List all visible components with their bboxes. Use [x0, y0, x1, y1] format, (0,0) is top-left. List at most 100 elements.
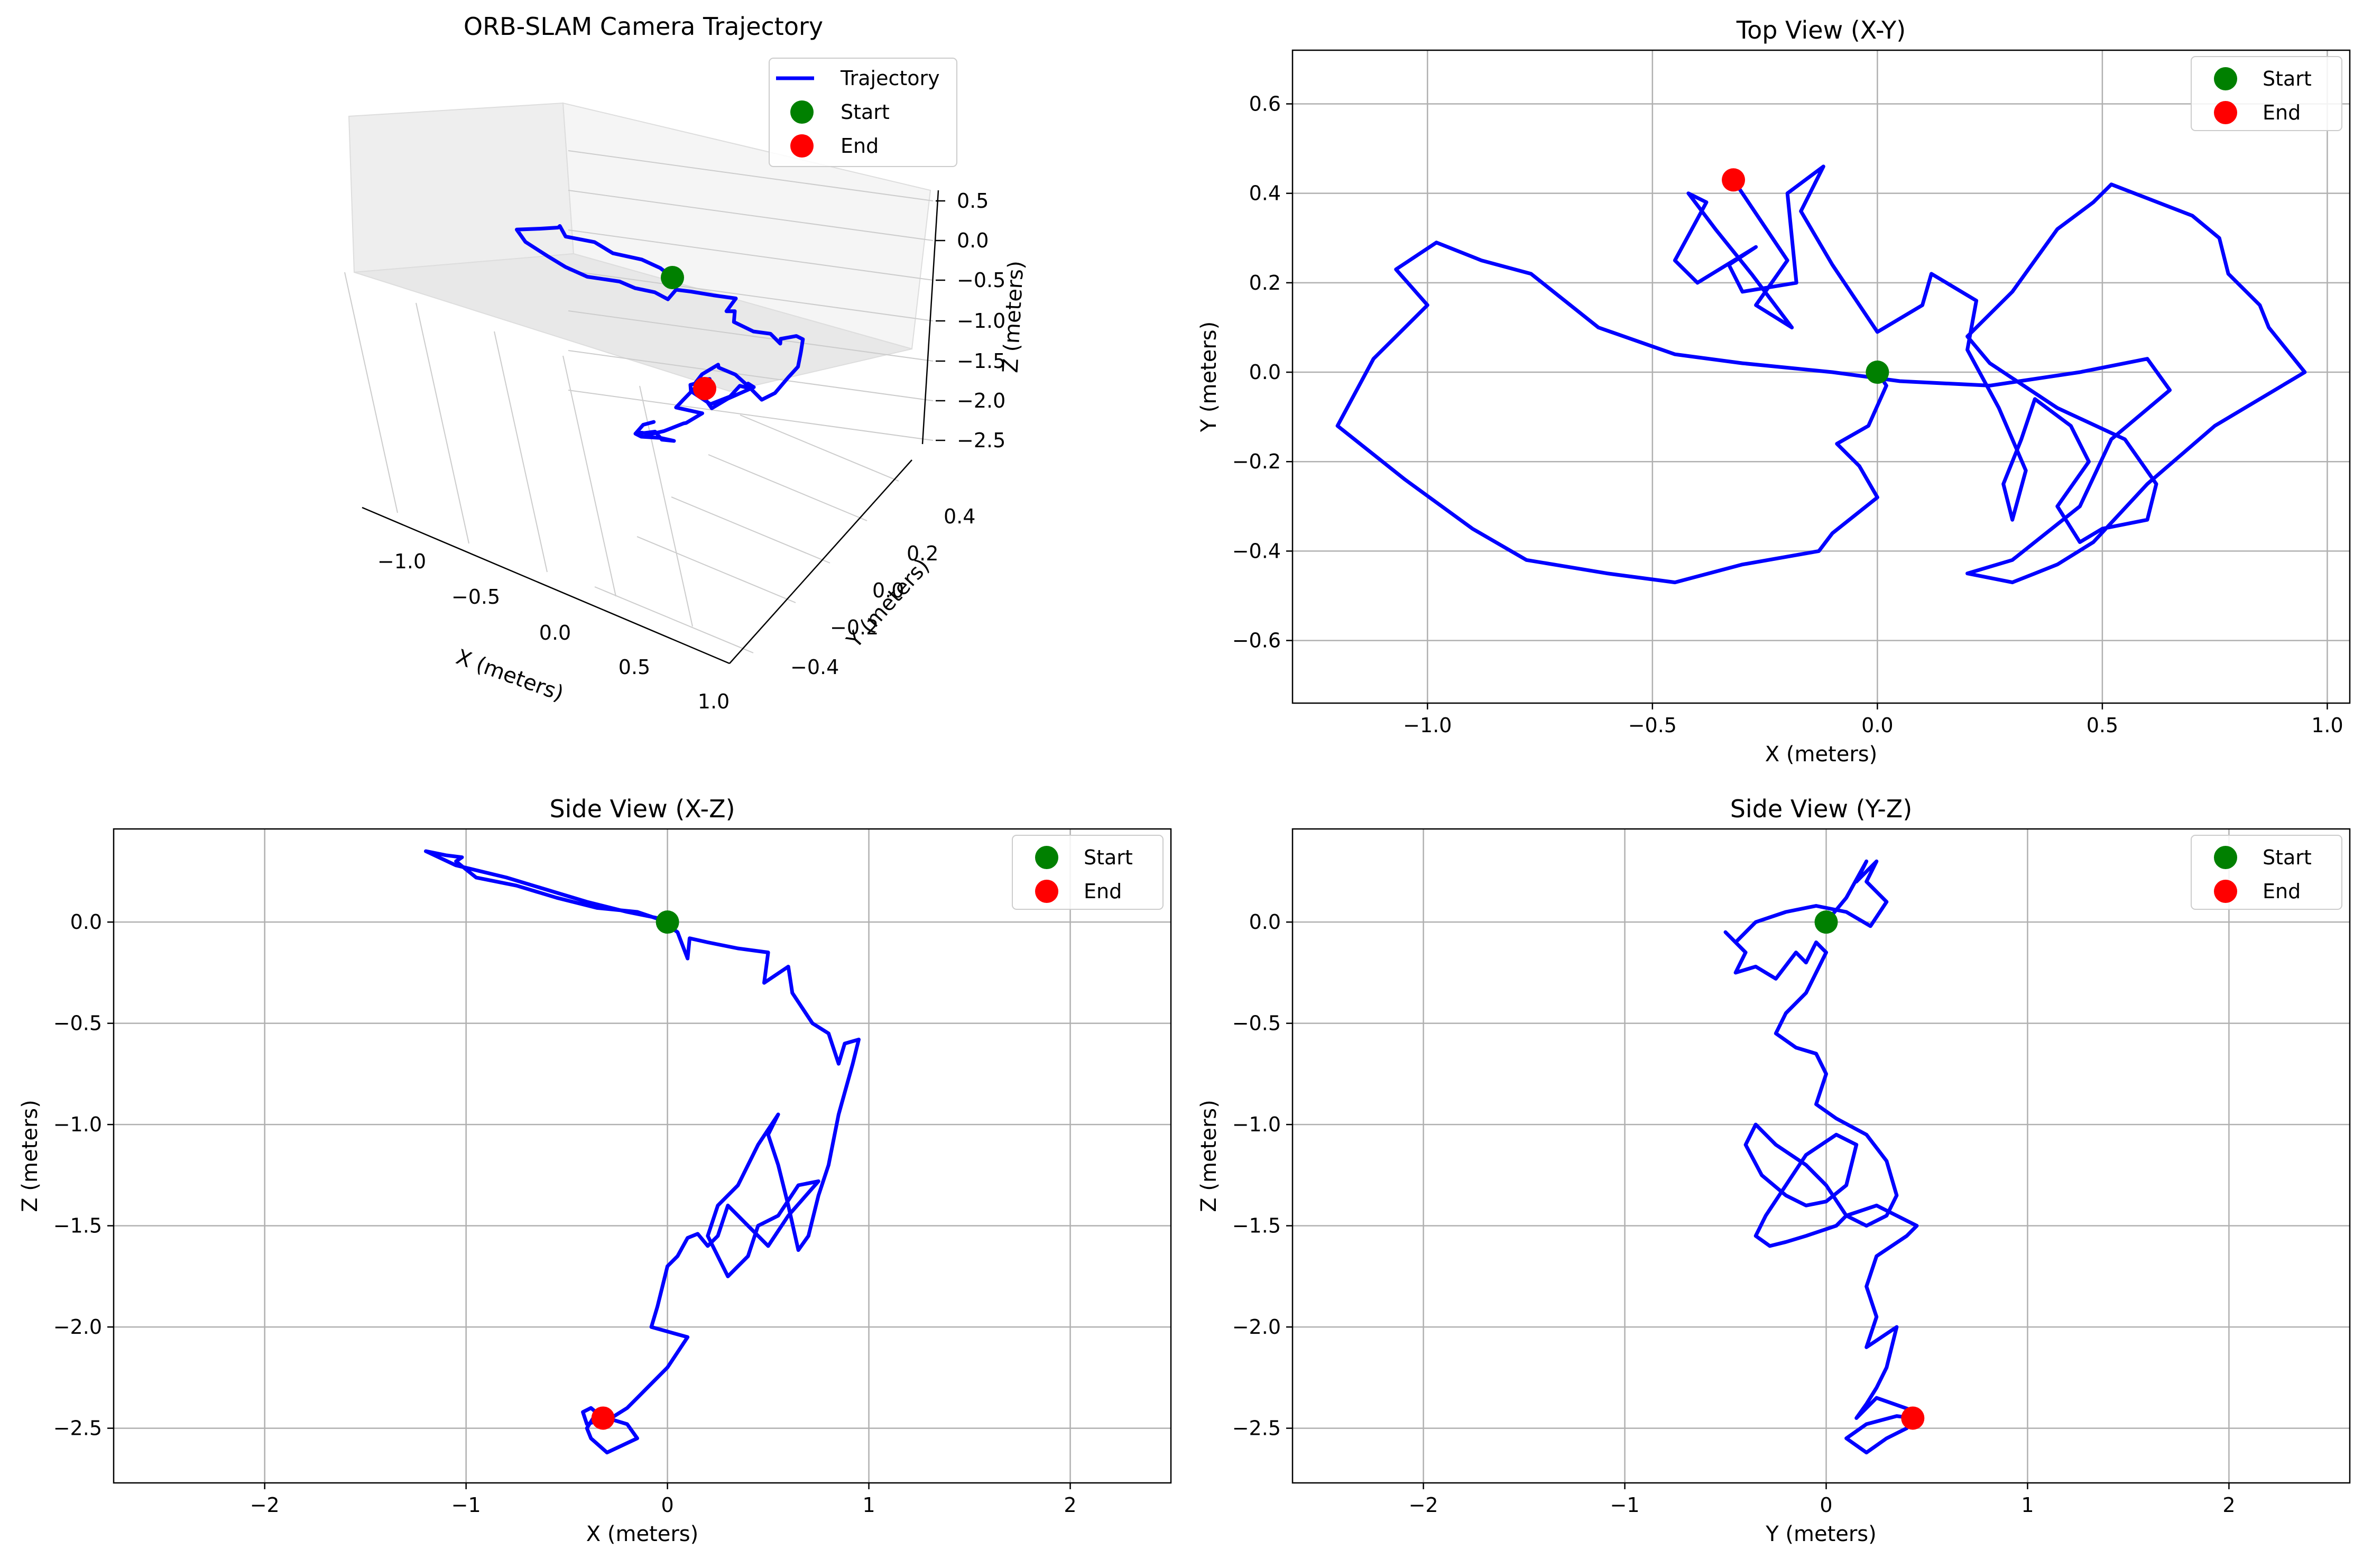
x-tick-label-3d: −1.0	[377, 550, 426, 573]
y-tick-label-3d: −0.2	[830, 616, 879, 639]
x-tick-label: 1.0	[2311, 714, 2343, 737]
x-tick-label: −2	[250, 1493, 280, 1517]
end-marker	[591, 1406, 615, 1430]
trajectory-line	[1723, 859, 1919, 1455]
y-tick-label: −1.5	[53, 1214, 102, 1238]
x-tick-label: 2	[2222, 1493, 2235, 1517]
legend-label-start: Start	[1084, 846, 1133, 869]
legend-3d: Trajectory Start End	[769, 58, 957, 167]
z-tick-label-3d: 0.0	[957, 229, 989, 252]
pane-group	[348, 102, 931, 392]
y-tick-label: −0.2	[1232, 450, 1281, 473]
grid-line-3d-z	[568, 270, 934, 321]
start-marker	[1814, 910, 1838, 934]
x-axis-line	[362, 506, 730, 665]
y-tick-label: 0.4	[1249, 182, 1281, 205]
grid-line-3d-z	[568, 190, 934, 241]
x-tick-label: 0.0	[1861, 714, 1893, 737]
trajectory-3d-line	[515, 224, 805, 443]
axes-frame	[1291, 828, 2351, 1484]
axes-frame	[113, 828, 1172, 1484]
plot-title: ORB-SLAM Camera Trajectory	[464, 12, 823, 41]
tick-group-3d: −1.0−0.50.00.51.0−0.4−0.20.00.20.40.50.0…	[377, 189, 1005, 713]
grid-line-3d-z	[568, 150, 934, 201]
grid-line-3d-y	[671, 496, 830, 564]
legend-label-start: Start	[841, 100, 890, 124]
legend-label-end: End	[2263, 880, 2301, 903]
end-marker	[1901, 1406, 1925, 1430]
start-marker-3d	[661, 266, 684, 289]
trajectory-line	[424, 849, 861, 1455]
legend-start-swatch	[1035, 846, 1058, 869]
y-tick-label: 0.0	[1249, 361, 1281, 384]
x-axis-label: X (meters)	[1765, 742, 1877, 767]
z-tick-label-3d: −1.5	[957, 349, 1005, 373]
z-axis-label: Z (meters)	[998, 260, 1028, 374]
back-left-pane	[348, 102, 575, 273]
grid-line-3d-y	[708, 454, 867, 521]
x-tick-label: 1	[2021, 1493, 2034, 1517]
grid-line-3d-z	[568, 229, 934, 281]
z-tick-label-3d: −1.0	[957, 309, 1005, 333]
y-tick-label: −0.5	[53, 1012, 102, 1035]
end-marker	[1722, 168, 1746, 192]
grid-line-3d-z	[568, 350, 934, 401]
x-tick-label-3d: −0.5	[451, 585, 500, 608]
legend-label-end: End	[1084, 880, 1122, 903]
x-tick-label: −2	[1409, 1493, 1438, 1517]
y-axis-label: Z (meters)	[1197, 1100, 1221, 1212]
grid-line-3d-z	[568, 310, 934, 362]
grid-3d	[344, 150, 934, 653]
legend-label-start: Start	[2263, 67, 2312, 90]
y-tick-label: −1.0	[53, 1113, 102, 1136]
y-axis-label: Z (meters)	[18, 1100, 42, 1212]
y-tick-label-3d: −0.4	[790, 656, 839, 679]
grid-line-3d-x	[494, 331, 548, 573]
start-marker	[656, 910, 679, 934]
grid-line-3d-x	[639, 385, 693, 627]
x-tick-label: 1	[862, 1493, 875, 1517]
x-tick-label: 0	[1820, 1493, 1832, 1517]
y-tick-label-3d: 0.4	[944, 505, 975, 528]
y-axis-label: Y (meters)	[1197, 321, 1221, 433]
y-tick-label: 0.2	[1249, 271, 1281, 294]
grid-line-3d-z	[568, 390, 934, 441]
y-tick-label: −0.6	[1232, 629, 1281, 652]
x-tick-label-3d: 1.0	[698, 690, 730, 713]
grid-line-3d-y	[740, 414, 899, 482]
x-axis-label: Y (meters)	[1765, 1522, 1877, 1546]
z-tick-label-3d: 0.5	[957, 189, 989, 213]
z-axis-line	[921, 190, 939, 445]
grid-line-3d-y	[594, 586, 754, 653]
legend-start-swatch	[2214, 67, 2237, 90]
legend: Start End	[2191, 56, 2342, 131]
legend: Start End	[1012, 835, 1164, 910]
x-tick-label: 2	[1064, 1493, 1076, 1517]
z-tick-label-3d: −2.0	[957, 389, 1005, 412]
x-tick-label: −0.5	[1628, 714, 1677, 737]
y-tick-label: −1.0	[1232, 1113, 1281, 1136]
legend-label-end: End	[2263, 101, 2301, 124]
grid-line-3d-x	[344, 272, 398, 513]
legend-label-start: Start	[2263, 846, 2312, 869]
y-tick-label: −0.4	[1232, 539, 1281, 562]
plot-title: Side View (X-Z)	[549, 795, 735, 823]
x-tick-label-3d: 0.5	[619, 656, 650, 679]
y-tick-label: −2.0	[1232, 1315, 1281, 1339]
y-axis-line	[729, 459, 912, 664]
trajectory-line	[1335, 164, 2307, 585]
side-view-xz-plot: Side View (X-Z) −2 −1 0 1 2 −2.5 −2.0 −1.5 −1.0 −0…	[18, 795, 1172, 1546]
y-tick-label: 0.6	[1249, 93, 1281, 116]
top-view-xy-plot: Top View (X-Y) −1.0 −0.5 0.0 0.5 1.0 −0.6 −0.4 −…	[1197, 16, 2351, 767]
x-tick-label: −1	[1610, 1493, 1640, 1517]
start-marker	[1866, 361, 1889, 384]
y-tick-label: −2.5	[53, 1417, 102, 1440]
plot-title: Top View (X-Y)	[1736, 16, 1906, 44]
y-tick-label-3d: 0.0	[872, 579, 904, 602]
z-tick-label-3d: −2.5	[957, 429, 1005, 452]
end-marker-3d	[693, 377, 716, 400]
y-tick-label: 0.0	[1249, 910, 1281, 934]
axes-frame	[1291, 49, 2351, 704]
legend-start-swatch	[2214, 846, 2237, 869]
grid-line-3d-x	[416, 302, 469, 544]
